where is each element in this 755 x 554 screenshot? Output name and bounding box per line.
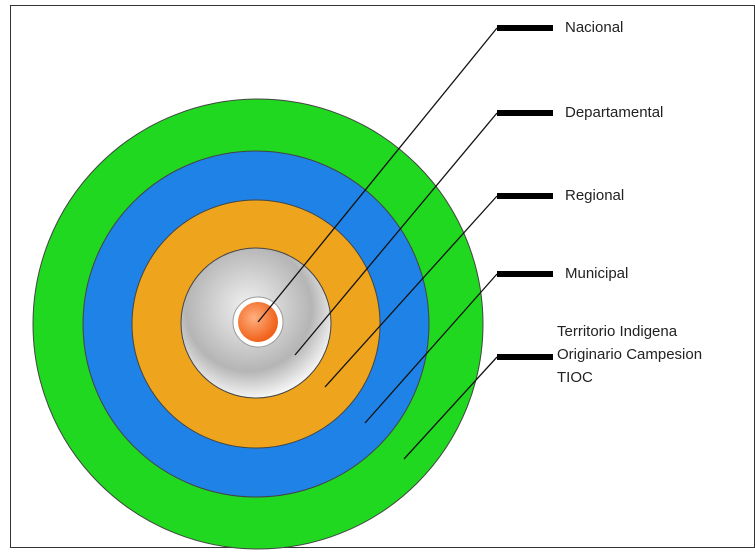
bar (497, 110, 553, 116)
bar (497, 193, 553, 199)
bar (497, 25, 553, 31)
level-label: Regional (565, 187, 624, 204)
leader (294, 112, 498, 356)
level-label: Nacional (565, 19, 623, 36)
bar (497, 271, 553, 277)
level-label: TIOC (557, 369, 593, 386)
labels: Nacional Departamental Regional Municipal Te… (557, 19, 702, 386)
leader (324, 195, 498, 388)
label-bars (497, 25, 553, 360)
level-label: Originario Campesion (557, 346, 702, 363)
level-label: Municipal (565, 265, 628, 282)
leader (403, 356, 498, 460)
bar (497, 354, 553, 360)
level-label: Territorio Indigena (557, 323, 678, 340)
level-label: Departamental (565, 104, 663, 121)
leader (257, 27, 498, 323)
leader-lines (257, 27, 498, 460)
leader (364, 273, 498, 424)
